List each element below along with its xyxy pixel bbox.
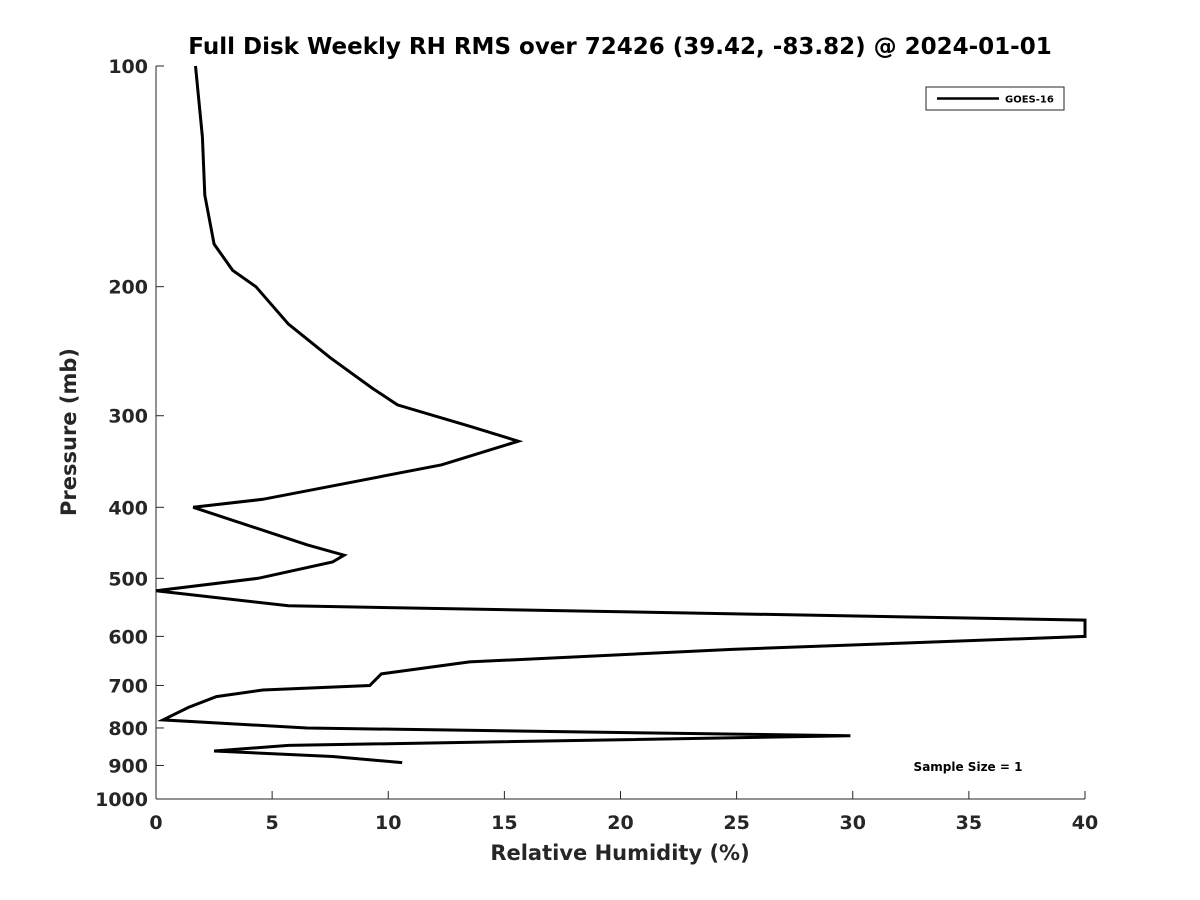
x-tick-label: 20: [607, 812, 633, 834]
x-tick-label: 40: [1072, 812, 1098, 834]
y-tick-label: 500: [108, 568, 148, 590]
legend: GOES-16: [925, 86, 1065, 111]
y-tick-label: 400: [108, 497, 148, 519]
y-tick-label: 800: [108, 718, 148, 740]
x-tick-label: 35: [956, 812, 982, 834]
x-tick-label: 15: [491, 812, 517, 834]
x-axis-label: Relative Humidity (%): [490, 841, 749, 865]
series-line-goes-16: [155, 65, 1087, 765]
sample-size-annotation: Sample Size = 1: [914, 760, 1023, 774]
x-tick-label: 0: [149, 812, 162, 834]
y-tick-label: 100: [108, 56, 148, 78]
y-axis-ticks: 100 200 300 400 500 600 700 800 900 1000: [95, 56, 164, 811]
y-axis-label: Pressure (mb): [57, 348, 81, 516]
series-lines: [155, 65, 1087, 765]
y-tick-label: 600: [108, 626, 148, 648]
y-tick-label: 1000: [95, 789, 148, 811]
x-tick-label: 10: [375, 812, 401, 834]
legend-label-goes-16: GOES-16: [1005, 95, 1054, 106]
y-tick-label: 900: [108, 755, 148, 777]
y-tick-label: 200: [108, 277, 148, 299]
chart-title: Full Disk Weekly RH RMS over 72426 (39.4…: [188, 34, 1051, 60]
x-tick-label: 30: [840, 812, 866, 834]
y-tick-label: 700: [108, 675, 148, 697]
x-tick-label: 25: [723, 812, 749, 834]
x-axis-ticks: 0 5 10 15 20 25 30 35 40: [149, 791, 1098, 834]
x-tick-label: 5: [266, 812, 279, 834]
y-tick-label: 300: [108, 406, 148, 428]
